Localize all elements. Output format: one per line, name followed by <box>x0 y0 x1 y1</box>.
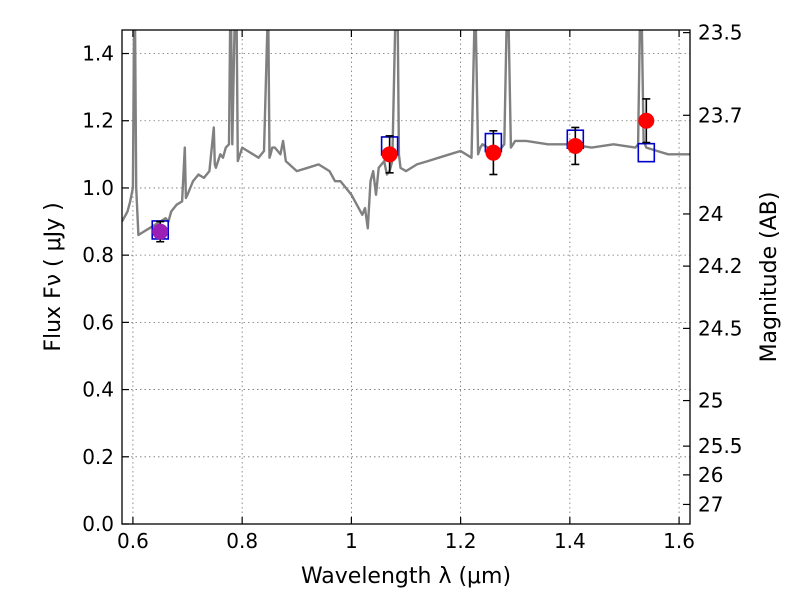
x-tick-label: 0.8 <box>226 529 258 553</box>
right-axis-tick-label: 26 <box>698 463 723 487</box>
y-tick-label: 0.4 <box>82 378 114 402</box>
tick-layer: 0.6 0.8 1 1.2 1.4 1.6 0.0 0.2 0.4 0.6 0.8 1.0 1.2 1.4… <box>82 21 742 553</box>
model-photometry-square <box>637 142 656 163</box>
y-tick-label: 1.2 <box>82 109 114 133</box>
observed-flux-point <box>152 223 169 240</box>
y-tick-label: 0.6 <box>82 310 114 334</box>
y-axis-label: Flux Fν ( μJy ) <box>41 202 66 351</box>
observed-flux-point <box>567 137 584 154</box>
y-tick-label: 1.4 <box>82 42 114 66</box>
right-axis-tick-label: 25.5 <box>698 434 743 458</box>
right-axis-tick-label: 27 <box>698 492 723 516</box>
right-axis-tick-label: 23.7 <box>698 103 743 127</box>
y-tick-label: 0.0 <box>82 512 114 536</box>
observed-flux-point <box>638 112 655 129</box>
right-axis-tick-label: 24 <box>698 202 723 226</box>
y-tick-label: 0.2 <box>82 445 114 469</box>
observed-flux-point <box>485 144 502 161</box>
observed-flux-point <box>381 146 398 163</box>
right-axis-tick-label: 24.2 <box>698 254 743 278</box>
right-axis-label: Magnitude (AB) <box>757 192 782 363</box>
right-axis-tick-label: 25 <box>698 389 723 413</box>
y-tick-label: 0.8 <box>82 243 114 267</box>
x-axis-label: Wavelength λ (μm) <box>301 564 511 589</box>
right-axis-tick-label: 24.5 <box>698 316 743 340</box>
x-tick-label: 1.4 <box>554 529 586 553</box>
grid-lines <box>122 30 690 525</box>
x-tick-label: 1.2 <box>445 529 477 553</box>
plot-frame <box>121 29 691 525</box>
marker-layer <box>151 98 656 243</box>
y-tick-label: 1.0 <box>82 176 114 200</box>
x-tick-label: 1 <box>345 529 358 553</box>
x-tick-label: 1.6 <box>663 529 695 553</box>
x-tick-label: 0.6 <box>117 529 149 553</box>
right-axis-tick-label: 23.5 <box>698 21 743 45</box>
spectrum-layer <box>122 30 690 237</box>
spectrum-line <box>122 30 690 237</box>
